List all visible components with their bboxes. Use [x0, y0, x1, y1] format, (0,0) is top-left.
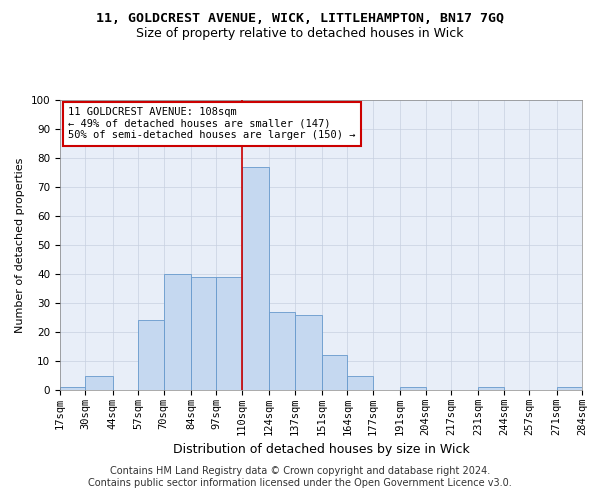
Bar	[295, 314, 322, 390]
Bar	[242, 166, 269, 390]
Bar	[322, 355, 347, 390]
Bar	[400, 387, 425, 390]
Bar	[191, 277, 217, 390]
Bar	[138, 320, 164, 390]
Bar	[85, 376, 113, 390]
X-axis label: Distribution of detached houses by size in Wick: Distribution of detached houses by size …	[173, 444, 469, 456]
Bar	[557, 387, 582, 390]
Bar	[269, 312, 295, 390]
Bar	[164, 274, 191, 390]
Bar	[478, 387, 504, 390]
Text: Size of property relative to detached houses in Wick: Size of property relative to detached ho…	[136, 28, 464, 40]
Bar	[347, 376, 373, 390]
Text: 11, GOLDCREST AVENUE, WICK, LITTLEHAMPTON, BN17 7GQ: 11, GOLDCREST AVENUE, WICK, LITTLEHAMPTO…	[96, 12, 504, 26]
Y-axis label: Number of detached properties: Number of detached properties	[15, 158, 25, 332]
Bar	[60, 387, 85, 390]
Text: Contains HM Land Registry data © Crown copyright and database right 2024.
Contai: Contains HM Land Registry data © Crown c…	[88, 466, 512, 487]
Bar	[217, 277, 242, 390]
Text: 11 GOLDCREST AVENUE: 108sqm
← 49% of detached houses are smaller (147)
50% of se: 11 GOLDCREST AVENUE: 108sqm ← 49% of det…	[68, 108, 355, 140]
